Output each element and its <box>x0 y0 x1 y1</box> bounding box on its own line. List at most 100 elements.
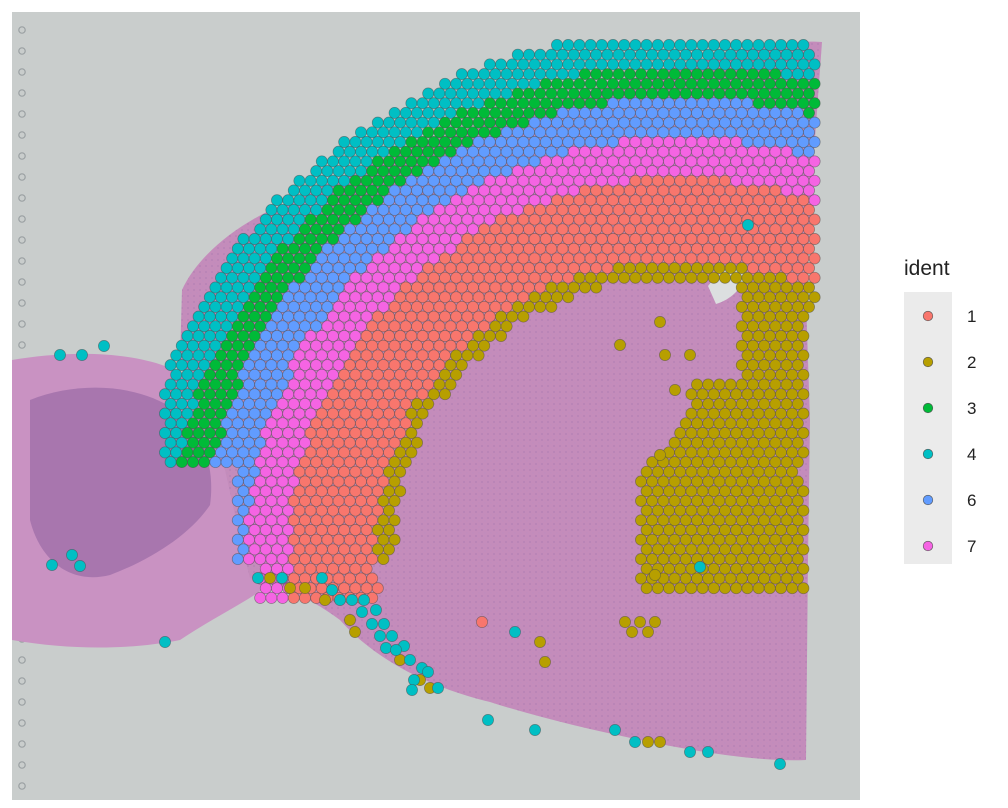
spot-cluster-1 <box>310 514 323 527</box>
spot-cluster-3 <box>489 106 502 119</box>
spot-cluster-1 <box>394 407 407 420</box>
spot-cluster-1 <box>315 524 328 536</box>
spot-cluster-2 <box>534 636 546 648</box>
spot-cluster-4 <box>595 58 608 71</box>
spot-cluster-7 <box>724 145 737 158</box>
spot-cluster-6 <box>679 106 692 119</box>
spot-cluster-3 <box>304 213 317 226</box>
spot-cluster-1 <box>791 262 804 275</box>
spot-cluster-2 <box>567 281 580 294</box>
spot-cluster-4 <box>349 155 362 168</box>
spot-cluster-6 <box>668 126 681 139</box>
spot-cluster-7 <box>259 543 272 556</box>
spot-cluster-6 <box>254 339 267 352</box>
spot-cluster-7 <box>282 388 295 401</box>
spot-cluster-4 <box>797 58 810 71</box>
spot-cluster-1 <box>601 184 614 197</box>
spot-cluster-3 <box>226 368 239 381</box>
spot-cluster-1 <box>315 427 328 439</box>
spot-cluster-2 <box>797 504 810 517</box>
spot-cluster-2 <box>427 388 440 401</box>
spot-cluster-2 <box>702 262 715 275</box>
fiducial-dot <box>18 698 26 706</box>
spot-cluster-7 <box>427 252 440 265</box>
spot-cluster-2 <box>534 300 547 313</box>
spot-cluster-7 <box>808 155 821 168</box>
spot-cluster-7 <box>444 242 457 255</box>
spot-cluster-3 <box>226 388 239 401</box>
spot-cluster-1 <box>775 213 787 226</box>
spot-cluster-1 <box>562 213 575 226</box>
spot-cluster-3 <box>377 165 390 178</box>
spot-cluster-6 <box>299 320 311 333</box>
spot-cluster-7 <box>545 165 558 178</box>
spot-cluster-1 <box>388 417 401 430</box>
spot-cluster-4 <box>248 271 261 284</box>
spot-cluster-4 <box>287 203 300 216</box>
spot-cluster-1 <box>657 223 670 236</box>
spot-cluster-7 <box>450 233 463 245</box>
spot-cluster-3 <box>651 77 664 90</box>
spot-cluster-1 <box>769 203 782 216</box>
spot-cluster-3 <box>562 77 575 90</box>
spot-cluster-7 <box>299 359 311 372</box>
spot-cluster-3 <box>310 242 323 255</box>
spot-cluster-1 <box>758 262 771 275</box>
spot-cluster-4 <box>316 572 328 584</box>
spot-cluster-7 <box>573 155 586 168</box>
spot-cluster-4 <box>775 39 787 51</box>
spot-cluster-1 <box>786 271 799 284</box>
spot-cluster-6 <box>724 106 737 119</box>
spot-cluster-3 <box>517 116 530 129</box>
spot-cluster-1 <box>315 407 328 420</box>
spot-cluster-4 <box>366 618 378 630</box>
spot-cluster-2 <box>752 582 765 595</box>
spot-cluster-4 <box>175 378 188 391</box>
spot-cluster-2 <box>657 553 670 566</box>
spot-cluster-7 <box>747 145 759 158</box>
spot-cluster-2 <box>791 397 804 410</box>
spot-cluster-7 <box>495 194 507 207</box>
spot-cluster-1 <box>545 223 558 236</box>
spot-cluster-7 <box>629 136 642 148</box>
spot-cluster-7 <box>707 155 720 168</box>
spot-cluster-3 <box>657 68 670 81</box>
spot-cluster-2 <box>735 320 748 333</box>
spot-cluster-1 <box>567 223 580 236</box>
spot-cluster-4 <box>175 436 188 449</box>
spot-cluster-3 <box>500 106 513 119</box>
spot-cluster-1 <box>674 233 687 245</box>
spot-cluster-7 <box>293 446 306 459</box>
spot-cluster-7 <box>321 339 334 352</box>
spot-cluster-1 <box>439 271 451 284</box>
spot-cluster-6 <box>231 417 244 430</box>
spot-cluster-2 <box>657 533 670 546</box>
spot-cluster-2 <box>758 475 771 488</box>
spot-cluster-6 <box>696 116 709 129</box>
spot-cluster-6 <box>691 126 703 139</box>
spot-cluster-1 <box>573 233 586 245</box>
spot-cluster-2 <box>730 465 743 478</box>
spot-cluster-7 <box>735 145 748 158</box>
spot-cluster-2 <box>741 582 754 595</box>
spot-cluster-6 <box>791 126 804 139</box>
spot-cluster-1 <box>747 203 759 216</box>
spot-cluster-3 <box>203 407 216 420</box>
spot-cluster-1 <box>338 582 351 595</box>
spot-cluster-4 <box>355 145 367 158</box>
spot-cluster-1 <box>539 271 552 284</box>
spot-cluster-4 <box>192 310 205 323</box>
spot-cluster-4 <box>164 359 177 372</box>
spot-cluster-2 <box>797 446 810 459</box>
spot-cluster-4 <box>791 48 804 61</box>
spot-cluster-4 <box>735 48 748 61</box>
spot-cluster-3 <box>192 388 205 401</box>
spot-cluster-2 <box>724 475 737 488</box>
spot-cluster-7 <box>338 330 351 342</box>
spot-cluster-1 <box>422 262 435 275</box>
spot-cluster-1 <box>299 494 311 507</box>
spot-cluster-4 <box>691 48 703 61</box>
fiducial-dot <box>18 656 26 664</box>
spot-cluster-2 <box>769 572 782 585</box>
spot-cluster-4 <box>175 417 188 430</box>
